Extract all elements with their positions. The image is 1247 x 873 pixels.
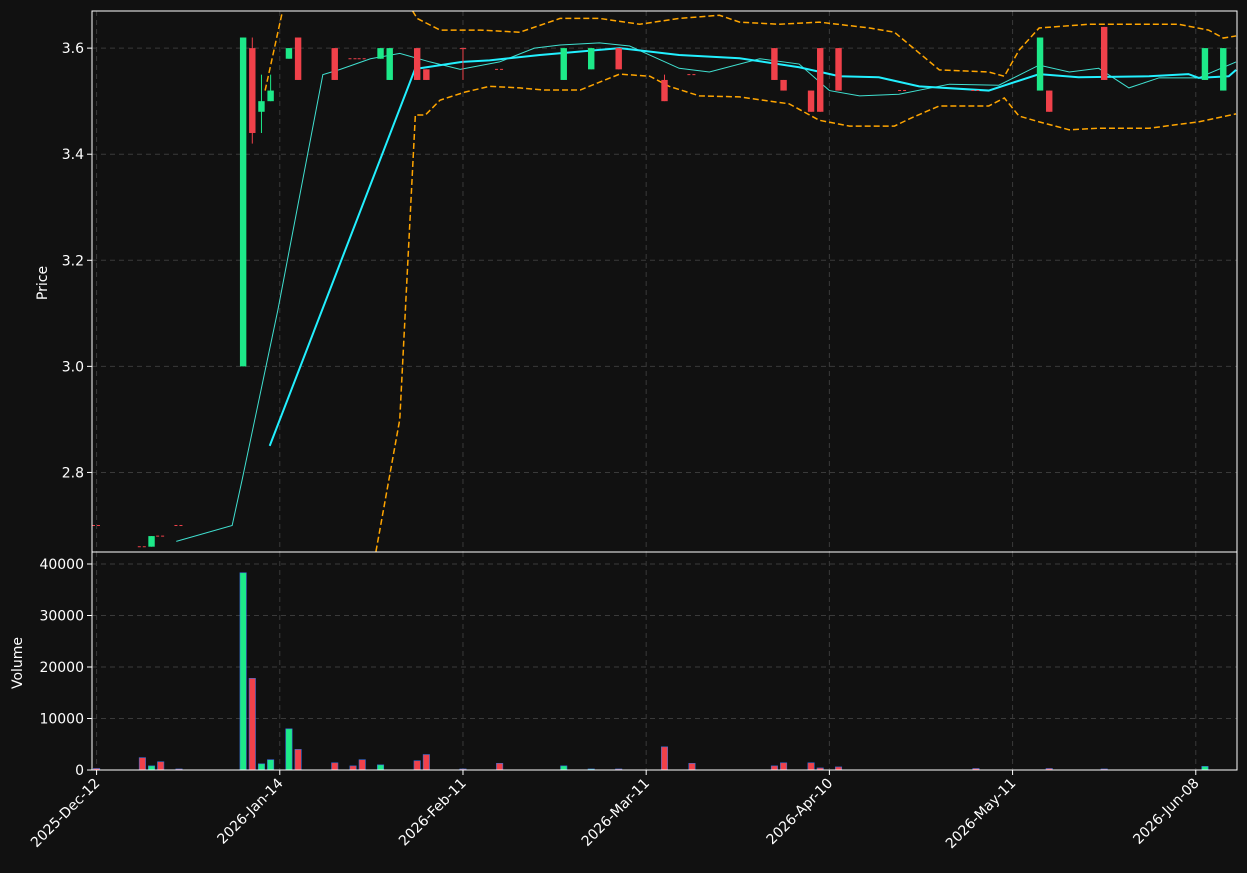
volume-bar [560,765,568,771]
volume-plot [93,572,1209,771]
volume-tick-label: 20000 [39,660,84,676]
candle-body [1036,37,1044,91]
volume-bar [331,762,339,771]
y-tick-label: 3.4 [62,147,84,163]
candle-body [771,48,778,80]
volume-tick-label: 0 [75,763,84,779]
candle-body [1100,26,1108,80]
volume-bar [413,760,421,771]
candle-body [1046,90,1053,112]
candle-body [148,536,155,547]
y-tick-label: 3.6 [62,41,84,57]
candle-body [267,90,274,102]
candle-body [239,37,247,367]
candle-body [249,48,256,133]
candle-body [560,48,567,80]
candle-body [807,90,815,112]
volume-bar [780,762,788,771]
candle-body [423,69,430,80]
volume-bar [239,572,247,771]
candle-body [1201,48,1209,80]
candle-body [258,101,265,112]
candle-body [615,48,622,70]
volume-bar [257,763,265,771]
volume-bar [248,678,256,771]
volume-bar [377,764,385,771]
candle-body [780,79,787,91]
volume-bar [148,765,156,771]
volume-bar [285,728,293,771]
indicator-line [264,11,1237,91]
y-tick-label: 3.2 [62,253,84,269]
y-tick-label: 3.0 [62,359,84,375]
volume-bar [294,749,302,771]
candle-body [377,48,384,59]
volume-bar [157,761,165,771]
candle-body [294,37,302,80]
volume-bar [770,765,778,771]
volume-bar [496,763,504,771]
candle-body [661,79,668,102]
y-tick-label: 2.8 [62,465,84,481]
grid-layer [92,11,1237,771]
volume-frame [91,551,1238,771]
candle-body [1220,48,1227,91]
candle-body [835,48,842,91]
candle-body [459,48,467,50]
volume-bar [660,746,669,771]
price-plot [92,11,1237,552]
volume-bar [422,754,430,771]
candle-body [386,48,393,80]
volume-bar [267,759,275,771]
indicator-line [176,42,1237,542]
volume-tick-label: 30000 [39,608,84,624]
candle-body [285,48,293,59]
volume-bar [349,765,357,771]
volume-bar [138,757,146,771]
candle-body [817,48,824,112]
volume-bar [358,759,366,771]
volume-bar [1201,766,1209,771]
candle-body [588,48,595,70]
volume-axis-label: Volume [10,637,26,689]
volume-bar [688,763,696,771]
indicator-line [375,73,1237,552]
y-axis-label: Price [35,266,51,300]
candle-body [413,48,421,80]
volume-bar [807,762,815,771]
candle-body [331,48,338,80]
volume-tick-label: 40000 [39,557,84,573]
volume-tick-label: 10000 [39,711,84,727]
